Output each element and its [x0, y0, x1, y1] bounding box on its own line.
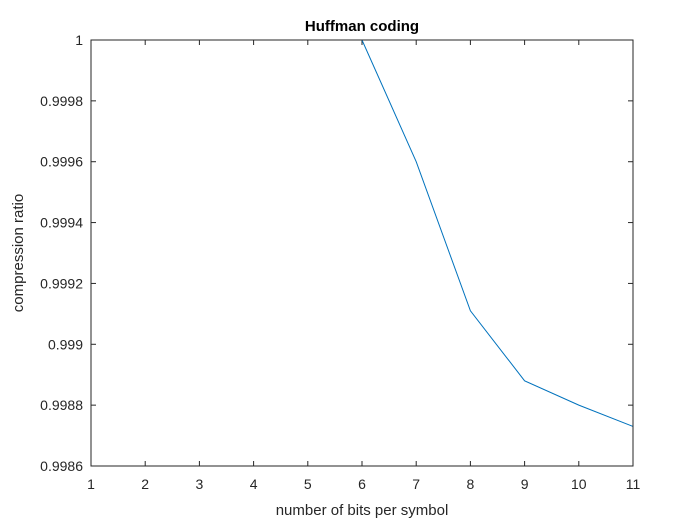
x-axis-label: number of bits per symbol: [276, 502, 449, 519]
y-tick-label: 1: [75, 32, 83, 48]
x-tick-label: 5: [304, 476, 312, 492]
y-tick-labels: 0.9986 0.9988 0.999 0.9992 0.9994 0.9996 0.999…: [40, 32, 83, 474]
y-tick-label: 0.9998: [40, 93, 83, 109]
axes-background: [91, 40, 633, 466]
y-tick-label: 0.9988: [40, 397, 83, 413]
x-tick-label: 1: [87, 476, 95, 492]
x-tick-label: 8: [467, 476, 475, 492]
y-tick-label: 0.9994: [40, 215, 83, 231]
x-tick-label: 11: [626, 476, 641, 492]
x-tick-label: 10: [571, 476, 587, 492]
x-tick-labels: 1 2 3 4 5 6 7 8 9 10 11: [87, 476, 640, 492]
y-tick-label: 0.9992: [40, 275, 83, 291]
y-tick-label: 0.999: [48, 336, 83, 352]
x-tick-label: 4: [250, 476, 258, 492]
x-tick-label: 6: [358, 476, 366, 492]
y-axis-label: compression ratio: [10, 194, 27, 312]
x-tick-label: 9: [521, 476, 529, 492]
x-tick-label: 7: [412, 476, 420, 492]
y-tick-label: 0.9986: [40, 458, 83, 474]
y-tick-label: 0.9996: [40, 154, 83, 170]
x-tick-label: 2: [141, 476, 149, 492]
axes-box: [90, 39, 634, 467]
chart-title: Huffman coding: [305, 18, 419, 35]
y-axis-ticks: [91, 39, 633, 467]
x-tick-label: 3: [196, 476, 204, 492]
